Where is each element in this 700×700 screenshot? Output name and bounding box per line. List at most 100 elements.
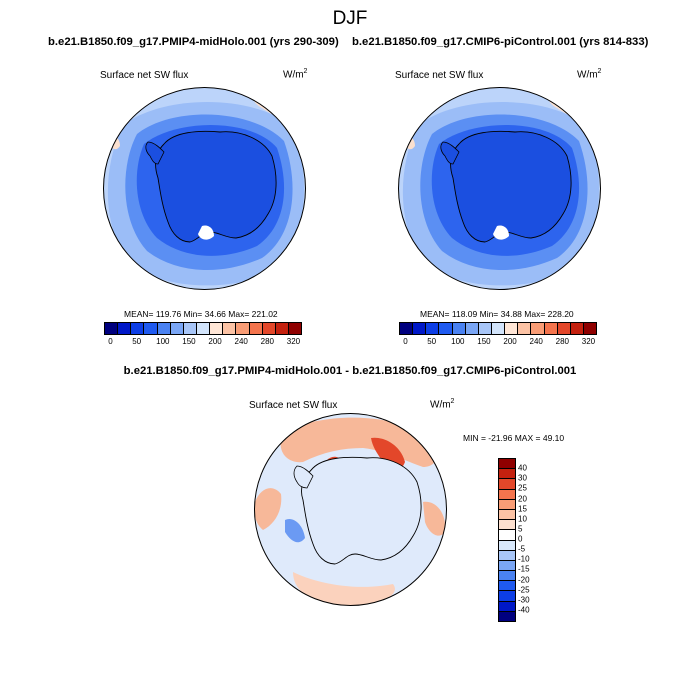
colorbar-swatch	[157, 323, 171, 334]
colorbar-swatch	[262, 323, 276, 334]
colorbar-tick-label: -40	[518, 605, 530, 615]
colorbar-tick-label: 240	[529, 337, 543, 346]
colorbar-tick-label: 10	[518, 514, 527, 524]
colorbar-tick-label: -20	[518, 575, 530, 584]
colorbar-tick-label: 50	[427, 337, 437, 346]
colorbar-swatch	[413, 323, 427, 334]
colorbar-swatch	[544, 323, 558, 334]
colorbar-swatch	[499, 479, 515, 490]
colorbar-swatch	[499, 571, 515, 582]
colorbar-swatch	[210, 323, 224, 334]
colorbar-swatch	[583, 323, 597, 334]
antarctic-peninsula	[145, 141, 165, 165]
colorbar-tick-label: 20	[518, 494, 527, 503]
colorbar-swatch	[518, 323, 532, 334]
right-colorbar-ticks: 0 50 100 150 200 240 280 320	[399, 337, 595, 349]
colorbar-swatch	[557, 323, 571, 334]
colorbar-swatch	[131, 323, 145, 334]
diff-stats: MIN = -21.96 MAX = 49.10	[463, 433, 565, 443]
colorbar-tick-label: 280	[260, 337, 275, 346]
colorbar-tick-label: -10	[518, 554, 530, 564]
diff-warm-south	[293, 572, 395, 606]
colorbar-tick-label: 30	[518, 473, 527, 483]
colorbar-tick-label: 15	[518, 504, 527, 514]
colorbar-swatch	[439, 323, 453, 334]
colorbar-swatch	[499, 591, 515, 602]
diff-antarctica-landmass	[301, 456, 422, 565]
colorbar-swatch	[499, 530, 515, 541]
colorbar-tick-label: 5	[518, 524, 523, 534]
ross-ice-shelf	[493, 225, 509, 240]
colorbar-tick-label: 0	[403, 337, 408, 346]
colorbar-swatch	[491, 323, 506, 334]
colorbar-swatch	[505, 323, 519, 334]
colorbar-swatch	[223, 323, 237, 334]
colorbar-swatch	[499, 540, 515, 551]
antarctic-peninsula	[440, 141, 460, 165]
colorbar-swatch	[499, 611, 515, 621]
colorbar-swatch	[465, 323, 479, 334]
left-panel-title: b.e21.B1850.f09_g17.PMIP4-midHolo.001 (y…	[48, 36, 339, 48]
right-panel-title: b.e21.B1850.f09_g17.CMIP6-piControl.001 …	[352, 36, 649, 48]
colorbar-tick-label: 280	[555, 337, 570, 346]
colorbar-tick-label: 150	[182, 337, 196, 346]
colorbar-swatch	[426, 323, 440, 334]
colorbar-swatch	[478, 323, 492, 334]
diff-variable-label: Surface net SW flux	[249, 400, 338, 411]
colorbar-tick-label: 0	[518, 534, 523, 544]
diff-antarctic-peninsula	[293, 465, 314, 489]
colorbar-swatch	[499, 499, 515, 510]
colorbar-tick-label: 150	[477, 337, 491, 346]
antarctica-landmass	[155, 130, 277, 243]
colorbar-tick-label: 240	[234, 337, 248, 346]
colorbar-tick-label: 200	[503, 337, 517, 346]
colorbar-tick-label: 50	[132, 337, 142, 346]
colorbar-swatch	[400, 323, 414, 334]
colorbar-swatch	[249, 323, 263, 334]
right-stats: MEAN= 118.09 Min= 34.88 Max= 228.20	[420, 309, 574, 319]
colorbar-swatch	[144, 323, 158, 334]
right-colorbar	[399, 322, 597, 335]
antarctica-landmass	[450, 130, 572, 243]
colorbar-tick-label: -25	[518, 585, 530, 595]
left-polar-map	[103, 87, 306, 290]
left-stats: MEAN= 119.76 Min= 34.66 Max= 221.02	[124, 309, 278, 319]
diff-warm-east	[423, 501, 446, 536]
right-variable-label: Surface net SW flux	[395, 70, 484, 81]
colorbar-tick-label: 100	[451, 337, 465, 346]
diff-panel-title: b.e21.B1850.f09_g17.PMIP4-midHolo.001 - …	[123, 365, 577, 377]
colorbar-swatch	[570, 323, 584, 334]
colorbar-tick-label: 100	[156, 337, 170, 346]
colorbar-swatch	[499, 489, 515, 500]
colorbar-tick-label: 40	[518, 463, 527, 473]
colorbar-swatch	[196, 323, 211, 334]
left-colorbar	[104, 322, 302, 335]
right-polar-map	[398, 87, 601, 290]
colorbar-swatch	[499, 520, 515, 531]
colorbar-tick-label: -15	[518, 564, 530, 574]
colorbar-swatch	[499, 601, 515, 612]
colorbar-swatch	[118, 323, 132, 334]
diff-polar-map	[254, 413, 447, 606]
right-units-label: W/m2	[577, 68, 602, 81]
diff-colorbar	[498, 458, 516, 622]
ross-ice-shelf	[198, 225, 214, 240]
colorbar-tick-label: 320	[286, 337, 301, 346]
diff-colorbar-ticks: 40 30 25 20 15 10 5 0 -5 -10 -15 -20 -25 -30 -40	[518, 458, 558, 620]
colorbar-tick-label: 200	[208, 337, 222, 346]
colorbar-swatch	[531, 323, 545, 334]
colorbar-swatch	[499, 459, 515, 470]
colorbar-tick-label: 0	[108, 337, 113, 346]
colorbar-swatch	[499, 581, 515, 592]
colorbar-swatch	[236, 323, 250, 334]
colorbar-swatch	[275, 323, 289, 334]
colorbar-swatch	[170, 323, 184, 334]
colorbar-swatch	[105, 323, 119, 334]
colorbar-tick-label: -5	[518, 544, 526, 554]
left-variable-label: Surface net SW flux	[100, 70, 189, 81]
left-units-label: W/m2	[283, 68, 308, 81]
colorbar-swatch	[499, 560, 515, 572]
figure-title: DJF	[332, 8, 368, 29]
diff-cool-region	[285, 518, 305, 543]
colorbar-tick-label: 320	[581, 337, 596, 346]
